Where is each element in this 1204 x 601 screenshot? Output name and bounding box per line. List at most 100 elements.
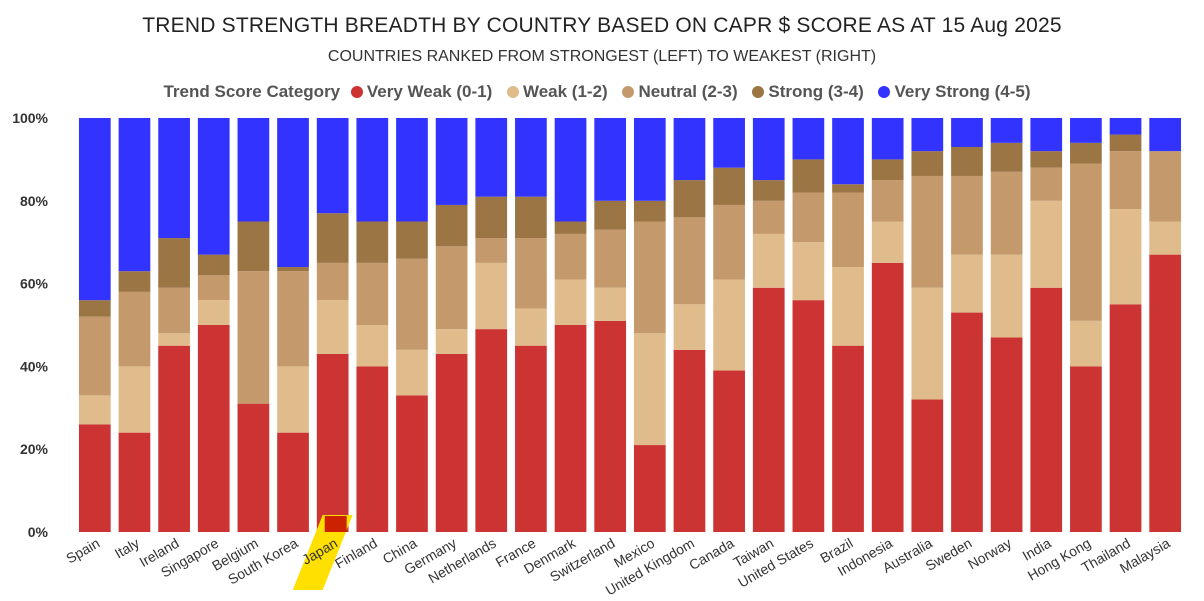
bar-segment — [475, 118, 508, 197]
bar-segment — [475, 262, 508, 330]
bar-segment — [197, 300, 230, 325]
bar-segment — [594, 287, 627, 321]
bar-segment — [990, 254, 1023, 338]
bar-segment — [475, 329, 508, 532]
bar-segment — [356, 262, 389, 325]
bar-segment — [713, 279, 745, 371]
bar-segment — [1030, 167, 1063, 201]
bar-segment — [277, 118, 309, 268]
bar-segment — [673, 180, 706, 218]
legend-label: Very Strong (4-5) — [894, 82, 1031, 101]
bar-segment — [1070, 118, 1102, 143]
bar-segment — [435, 329, 468, 354]
bar-segment — [673, 217, 706, 305]
bar-segment — [951, 175, 983, 255]
bar-segment — [871, 262, 904, 532]
bar-segment — [1149, 221, 1182, 255]
legend-item-very-strong: Very Strong (4-5) — [878, 82, 1031, 102]
x-tick-label: Spain — [63, 535, 102, 567]
legend-item-strong: Strong (3-4) — [752, 82, 864, 102]
bar-segment — [554, 279, 587, 325]
bar-segment — [951, 118, 983, 147]
y-tick-label: 80% — [20, 193, 49, 209]
bar-segment — [1109, 151, 1142, 210]
bar-segment — [752, 180, 785, 201]
bar-segment — [475, 238, 508, 263]
y-tick-label: 0% — [28, 524, 49, 540]
legend-item-very-weak: Very Weak (0-1) — [350, 82, 493, 102]
bar-segment — [594, 229, 627, 288]
bar-segment — [118, 366, 151, 433]
x-tick-label: Canada — [686, 535, 737, 573]
bar-segment — [713, 118, 745, 168]
bar-segment — [197, 118, 230, 255]
bar-segment — [554, 325, 587, 532]
bar-segment — [594, 320, 627, 532]
bar-segment — [594, 200, 627, 230]
bar-segment — [792, 242, 825, 301]
bar-segment — [1030, 200, 1063, 288]
bar-segment — [832, 118, 864, 185]
bar-segment — [673, 118, 706, 181]
bar-segment — [1149, 118, 1182, 152]
bar-segment — [871, 118, 904, 160]
bar-segment — [118, 118, 151, 272]
bar-segment — [990, 118, 1023, 143]
bar-segment — [316, 353, 349, 532]
legend-dot-icon — [752, 86, 765, 98]
bar-segment — [78, 316, 111, 396]
legend-dot-icon — [506, 86, 519, 98]
bar-segment — [911, 118, 944, 152]
bar-segment — [316, 118, 349, 214]
y-tick-label: 40% — [20, 358, 49, 374]
bar-segment — [911, 151, 944, 176]
bar-segment — [554, 233, 587, 280]
bar-segment — [237, 271, 270, 404]
bar-segment — [832, 345, 864, 532]
bar-segment — [158, 287, 190, 334]
legend-label: Weak (1-2) — [522, 82, 608, 101]
bar-segment — [78, 424, 111, 532]
bar-segment — [396, 118, 428, 222]
chart-subtitle: COUNTRIES RANKED FROM STRONGEST (LEFT) T… — [327, 48, 877, 65]
bar-segment — [673, 304, 706, 350]
bar-segment — [515, 308, 547, 346]
legend-dot-icon — [622, 86, 635, 98]
bar-segment — [158, 333, 190, 346]
bar-segment — [951, 254, 983, 313]
bar-segment — [911, 399, 944, 532]
bar-segment — [515, 118, 547, 197]
bar-segment — [1109, 134, 1142, 152]
bar-segment — [911, 287, 944, 400]
bar-segment — [792, 159, 825, 193]
highlight-marker — [292, 515, 353, 590]
legend-dot-icon — [350, 86, 363, 98]
bar-segment — [951, 312, 983, 532]
bar-segment — [1030, 151, 1063, 168]
bar-segment — [633, 221, 666, 334]
bar-segment — [158, 118, 190, 239]
bar-segment — [316, 300, 349, 354]
bar-segment — [435, 204, 468, 247]
legend-label: Very Weak (0-1) — [366, 82, 493, 101]
bar-segment — [792, 300, 825, 532]
bar-segment — [871, 159, 904, 181]
bar-segment — [832, 192, 864, 268]
bar-segment — [237, 221, 270, 272]
bar-segment — [673, 349, 706, 532]
bar-segment — [633, 333, 666, 446]
bar-segment — [792, 118, 825, 160]
legend: Trend Score Category Very Weak (0-1) Wea… — [0, 82, 1204, 102]
bar-segment — [713, 370, 745, 532]
bar-segment — [435, 353, 468, 532]
bar-segment — [713, 204, 745, 280]
bar-segment — [396, 349, 428, 396]
legend-label: Neutral (2-3) — [638, 82, 738, 101]
bar-segment — [713, 167, 745, 205]
bar-segment — [396, 258, 428, 350]
bar-segment — [990, 337, 1023, 532]
bar-segment — [792, 192, 825, 243]
legend-item-neutral: Neutral (2-3) — [622, 82, 738, 102]
legend-dot-icon — [878, 86, 891, 98]
bar-segment — [277, 432, 309, 532]
